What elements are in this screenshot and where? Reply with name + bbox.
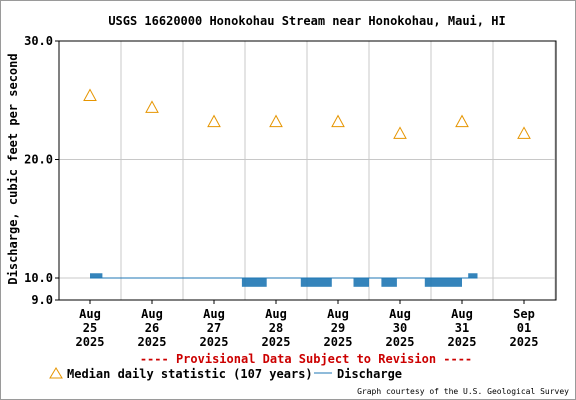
- discharge-low-band: [424, 278, 462, 287]
- plot-frame: [58, 40, 557, 301]
- discharge-low-band: [353, 278, 369, 287]
- x-tick-labels: Aug252025Aug262025Aug272025Aug282025Aug2…: [76, 300, 539, 349]
- median-marker: [393, 126, 407, 139]
- y-tick-label: 20.0: [24, 153, 53, 167]
- median-marker: [269, 114, 283, 128]
- median-marker: [455, 114, 469, 128]
- plot-border: [58, 40, 557, 301]
- x-tick-label: 2025: [324, 335, 353, 349]
- legend-discharge-label: Discharge: [337, 367, 402, 381]
- x-tick-label: 2025: [138, 335, 167, 349]
- legend-median-label: Median daily statistic (107 years): [67, 367, 313, 381]
- credit-text: Graph courtesy of the U.S. Geological Su…: [357, 387, 569, 396]
- x-tick-label: 2025: [200, 335, 229, 349]
- y-tick-label: 9.0: [31, 293, 53, 307]
- chart-title: USGS 16620000 Honokohau Stream near Hono…: [108, 14, 505, 28]
- median-marker: [145, 100, 159, 113]
- x-tick-label: Sep: [513, 307, 535, 321]
- x-tick-label: 2025: [510, 335, 539, 349]
- x-tick-label: Aug: [141, 307, 163, 321]
- x-tick-label: 28: [269, 321, 283, 335]
- x-tick-label: 2025: [76, 335, 105, 349]
- x-tick-label: 30: [393, 321, 407, 335]
- x-tick-label: 29: [331, 321, 345, 335]
- provisional-annotation: ---- Provisional Data Subject to Revisio…: [140, 352, 472, 366]
- median-marker: [331, 114, 345, 128]
- x-tick-label: Aug: [79, 307, 101, 321]
- x-tick-label: 27: [207, 321, 221, 335]
- median-series: [83, 88, 531, 139]
- y-tick-label: 10.0: [24, 271, 53, 285]
- x-tick-label: 31: [455, 321, 469, 335]
- discharge-series: [90, 273, 478, 287]
- x-tick-label: 2025: [262, 335, 291, 349]
- discharge-high-band: [90, 273, 103, 278]
- y-tick-label: 30.0: [24, 34, 53, 48]
- y-tick-labels: 30.0 20.0 10.0 9.0: [24, 34, 59, 307]
- x-tick-label: 2025: [448, 335, 477, 349]
- x-tick-label: 01: [517, 321, 531, 335]
- legend-median-triangle-icon: [49, 367, 63, 379]
- legend: Median daily statistic (107 years) Disch…: [49, 367, 402, 381]
- median-marker: [517, 126, 531, 139]
- x-tick-label: Aug: [265, 307, 287, 321]
- x-tick-label: 25: [83, 321, 97, 335]
- x-tick-label: Aug: [389, 307, 411, 321]
- x-tick-label: 2025: [386, 335, 415, 349]
- x-tick-label: Aug: [203, 307, 225, 321]
- median-marker: [83, 88, 97, 102]
- y-axis-label: Discharge, cubic feet per second: [6, 53, 20, 284]
- x-tick-label: Aug: [451, 307, 473, 321]
- discharge-low-band: [241, 278, 267, 287]
- x-tick-label: Aug: [327, 307, 349, 321]
- discharge-high-band: [468, 273, 478, 278]
- median-marker: [207, 114, 221, 128]
- gridlines: [59, 40, 556, 300]
- x-tick-label: 26: [145, 321, 159, 335]
- discharge-low-band: [300, 278, 332, 287]
- discharge-low-band: [381, 278, 397, 287]
